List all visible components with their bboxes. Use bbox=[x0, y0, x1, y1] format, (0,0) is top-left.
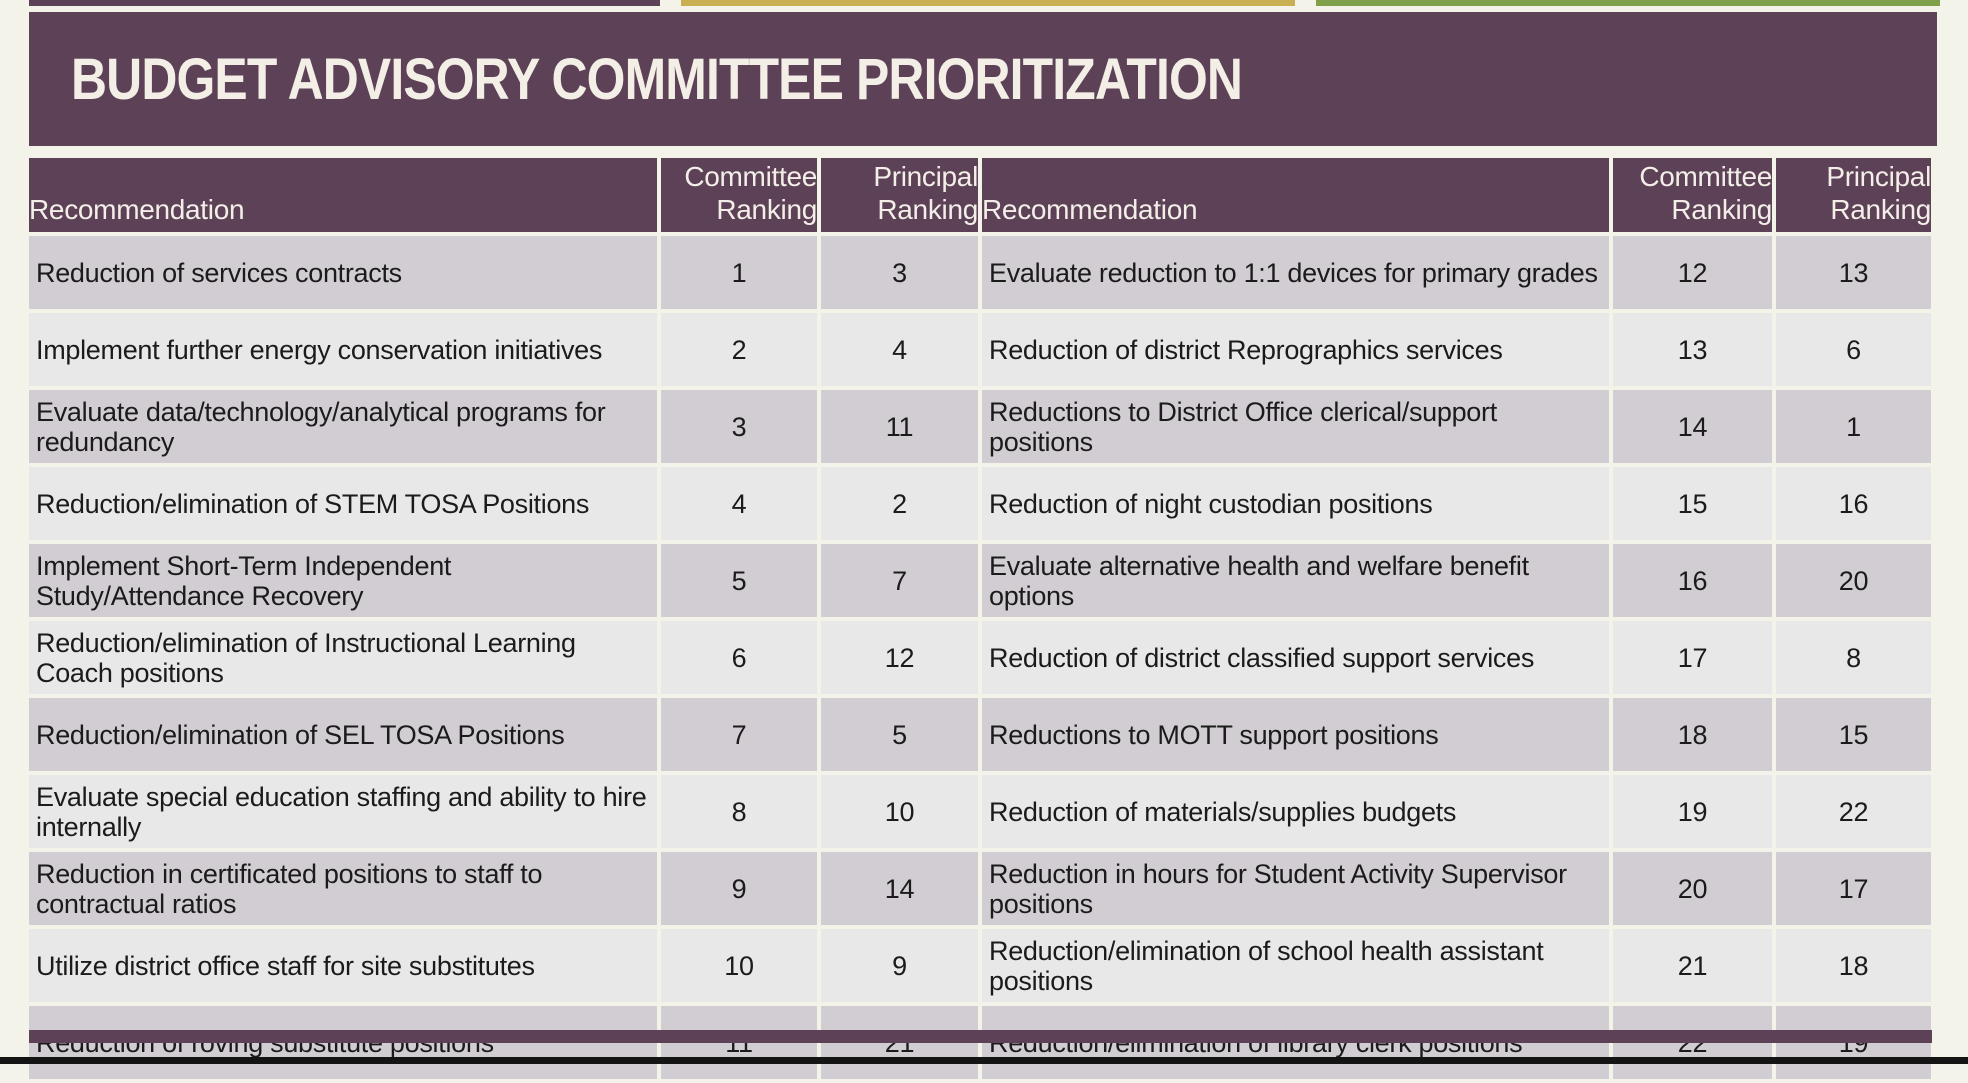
table-row: Evaluate data/technology/analytical prog… bbox=[29, 390, 1931, 463]
col-header-recommendation-right: Recommendation bbox=[982, 158, 1609, 232]
cell-committee-ranking: 6 bbox=[661, 621, 817, 694]
cell-recommendation: Reduction of night custodian positions bbox=[982, 467, 1609, 540]
table-row: Reduction in certificated positions to s… bbox=[29, 852, 1931, 925]
cell-principal-ranking: 17 bbox=[1776, 852, 1931, 925]
header-row: Recommendation Committee Ranking Princip… bbox=[29, 158, 1931, 232]
top-accent-green bbox=[1316, 0, 1940, 6]
cell-principal-ranking: 16 bbox=[1776, 467, 1931, 540]
title-banner: BUDGET ADVISORY COMMITTEE PRIORITIZATION bbox=[29, 12, 1937, 146]
cell-recommendation: Reduction/elimination of SEL TOSA Positi… bbox=[29, 698, 657, 771]
cell-recommendation: Reduction/elimination of school health a… bbox=[982, 929, 1609, 1002]
cell-committee-ranking: 3 bbox=[661, 390, 817, 463]
cell-recommendation: Reduction/elimination of Instructional L… bbox=[29, 621, 657, 694]
cell-recommendation: Reductions to District Office clerical/s… bbox=[982, 390, 1609, 463]
screen-bottom-edge bbox=[0, 1057, 1968, 1064]
cell-recommendation: Reduction of services contracts bbox=[29, 236, 657, 309]
cell-recommendation: Reduction in hours for Student Activity … bbox=[982, 852, 1609, 925]
cell-committee-ranking: 5 bbox=[661, 544, 817, 617]
cell-recommendation: Implement Short-Term Independent Study/A… bbox=[29, 544, 657, 617]
cell-recommendation: Evaluate data/technology/analytical prog… bbox=[29, 390, 657, 463]
cell-principal-ranking: 13 bbox=[1776, 236, 1931, 309]
cell-committee-ranking: 12 bbox=[1613, 236, 1772, 309]
cell-recommendation: Reductions to MOTT support positions bbox=[982, 698, 1609, 771]
cell-principal-ranking: 12 bbox=[821, 621, 978, 694]
table-row: Implement further energy conservation in… bbox=[29, 313, 1931, 386]
cell-principal-ranking: 9 bbox=[821, 929, 978, 1002]
table-row: Evaluate special education staffing and … bbox=[29, 775, 1931, 848]
cell-principal-ranking: 7 bbox=[821, 544, 978, 617]
col-header-principal-ranking-right: Principal Ranking bbox=[1776, 158, 1931, 232]
cell-principal-ranking: 20 bbox=[1776, 544, 1931, 617]
cell-principal-ranking: 14 bbox=[821, 852, 978, 925]
cell-committee-ranking: 10 bbox=[661, 929, 817, 1002]
top-accent-purple bbox=[29, 0, 660, 6]
cell-principal-ranking: 2 bbox=[821, 467, 978, 540]
cell-committee-ranking: 20 bbox=[1613, 852, 1772, 925]
cell-recommendation: Reduction of district classified support… bbox=[982, 621, 1609, 694]
cell-principal-ranking: 8 bbox=[1776, 621, 1931, 694]
cell-recommendation: Utilize district office staff for site s… bbox=[29, 929, 657, 1002]
cell-committee-ranking: 13 bbox=[1613, 313, 1772, 386]
cell-principal-ranking: 6 bbox=[1776, 313, 1931, 386]
cell-principal-ranking: 3 bbox=[821, 236, 978, 309]
cell-committee-ranking: 4 bbox=[661, 467, 817, 540]
cell-recommendation: Reduction of materials/supplies budgets bbox=[982, 775, 1609, 848]
table-row: Reduction/elimination of STEM TOSA Posit… bbox=[29, 467, 1931, 540]
cell-principal-ranking: 18 bbox=[1776, 929, 1931, 1002]
table-row: Implement Short-Term Independent Study/A… bbox=[29, 544, 1931, 617]
cell-recommendation: Reduction of district Reprographics serv… bbox=[982, 313, 1609, 386]
col-header-recommendation-left: Recommendation bbox=[29, 158, 657, 232]
cell-principal-ranking: 10 bbox=[821, 775, 978, 848]
cell-recommendation: Evaluate special education staffing and … bbox=[29, 775, 657, 848]
cell-recommendation: Reduction in certificated positions to s… bbox=[29, 852, 657, 925]
cell-committee-ranking: 7 bbox=[661, 698, 817, 771]
cell-principal-ranking: 1 bbox=[1776, 390, 1931, 463]
cell-principal-ranking: 22 bbox=[1776, 775, 1931, 848]
cell-recommendation: Evaluate alternative health and welfare … bbox=[982, 544, 1609, 617]
prioritization-table: Recommendation Committee Ranking Princip… bbox=[25, 154, 1935, 1083]
col-header-committee-ranking-right: Committee Ranking bbox=[1613, 158, 1772, 232]
cell-committee-ranking: 9 bbox=[661, 852, 817, 925]
table-row: Reduction/elimination of SEL TOSA Positi… bbox=[29, 698, 1931, 771]
cell-principal-ranking: 5 bbox=[821, 698, 978, 771]
cell-committee-ranking: 2 bbox=[661, 313, 817, 386]
cell-committee-ranking: 8 bbox=[661, 775, 817, 848]
cell-committee-ranking: 17 bbox=[1613, 621, 1772, 694]
table-row: Utilize district office staff for site s… bbox=[29, 929, 1931, 1002]
cell-committee-ranking: 14 bbox=[1613, 390, 1772, 463]
cell-committee-ranking: 16 bbox=[1613, 544, 1772, 617]
cell-committee-ranking: 15 bbox=[1613, 467, 1772, 540]
cell-principal-ranking: 4 bbox=[821, 313, 978, 386]
cell-committee-ranking: 19 bbox=[1613, 775, 1772, 848]
col-header-committee-ranking-left: Committee Ranking bbox=[661, 158, 817, 232]
bottom-accent-bar bbox=[29, 1030, 1932, 1043]
cell-principal-ranking: 11 bbox=[821, 390, 978, 463]
cell-committee-ranking: 1 bbox=[661, 236, 817, 309]
cell-principal-ranking: 15 bbox=[1776, 698, 1931, 771]
table-row: Reduction of services contracts 1 3 Eval… bbox=[29, 236, 1931, 309]
cell-recommendation: Implement further energy conservation in… bbox=[29, 313, 657, 386]
cell-recommendation: Reduction/elimination of STEM TOSA Posit… bbox=[29, 467, 657, 540]
cell-committee-ranking: 21 bbox=[1613, 929, 1772, 1002]
cell-committee-ranking: 18 bbox=[1613, 698, 1772, 771]
cell-recommendation: Evaluate reduction to 1:1 devices for pr… bbox=[982, 236, 1609, 309]
top-accent-gold bbox=[681, 0, 1295, 6]
page-title: BUDGET ADVISORY COMMITTEE PRIORITIZATION bbox=[71, 46, 1243, 112]
table-row: Reduction/elimination of Instructional L… bbox=[29, 621, 1931, 694]
col-header-principal-ranking-left: Principal Ranking bbox=[821, 158, 978, 232]
